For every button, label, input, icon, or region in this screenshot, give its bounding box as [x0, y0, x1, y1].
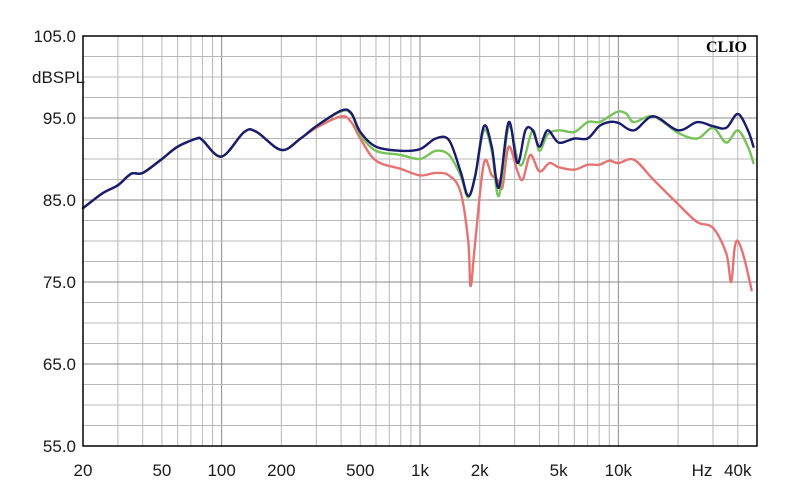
- x-tick-label: 10k: [605, 461, 633, 480]
- y-tick-label: 65.0: [43, 355, 76, 374]
- x-tick-label: 200: [267, 461, 295, 480]
- y-tick-label: 105.0: [33, 27, 76, 46]
- y-tick-label: 75.0: [43, 273, 76, 292]
- series-line-3: [81, 108, 755, 210]
- x-tick-label: 2k: [471, 461, 489, 480]
- grid: [83, 36, 757, 446]
- x-tick-label: 5k: [550, 461, 568, 480]
- x-axis-unit-label: Hz: [692, 461, 713, 480]
- x-axis-ticks: 20 50 100 200 500 1k 2k 5k 10k 40k: [74, 461, 752, 480]
- series-lines: [81, 108, 755, 292]
- x-tick-label: 500: [346, 461, 374, 480]
- x-tick-label: 50: [152, 461, 171, 480]
- y-axis-label: dBSPL: [32, 68, 85, 87]
- x-tick-label: 1k: [411, 461, 429, 480]
- y-tick-label: 85.0: [43, 191, 76, 210]
- y-axis-ticks: 105.0 95.0 85.0 75.0 65.0 55.0: [33, 27, 76, 456]
- y-tick-label: 55.0: [43, 437, 76, 456]
- x-tick-label: 100: [207, 461, 235, 480]
- x-tick-label: 40k: [724, 461, 752, 480]
- plot-frame: [82, 35, 758, 447]
- y-tick-label: 95.0: [43, 109, 76, 128]
- x-tick-label: 20: [74, 461, 93, 480]
- brand-label: CLIO: [706, 39, 747, 56]
